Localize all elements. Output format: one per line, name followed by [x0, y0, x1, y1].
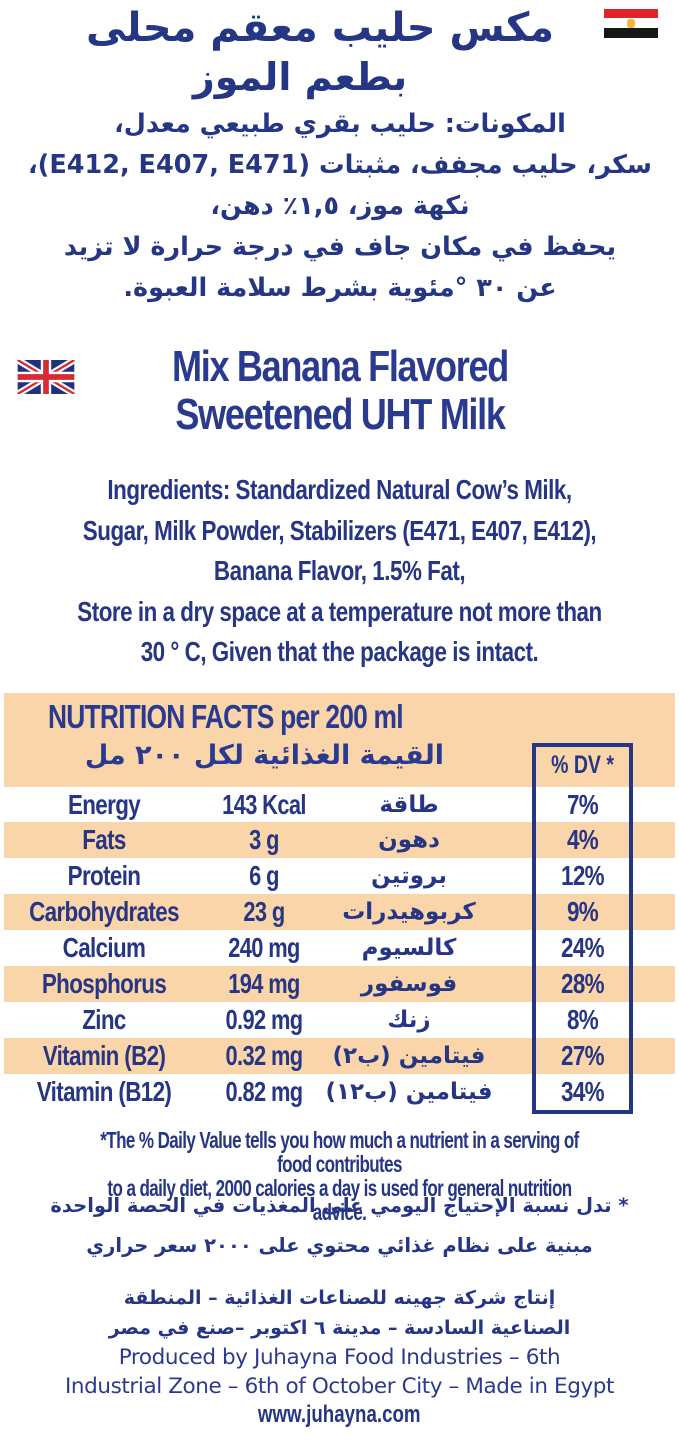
table-row: Protein 6 g بروتين 12%: [4, 858, 675, 894]
uk-flag-icon: [15, 357, 77, 397]
footnote-line: to a daily diet, 2000 calories a day is …: [107, 1175, 572, 1225]
english-ingredients-line: Ingredients: Standardized Natural Cow’s …: [107, 474, 572, 505]
english-storage-line: Store in a dry space at a temperature no…: [77, 595, 602, 627]
table-row: Carbohydrates 23 g كربوهيدرات 9%: [4, 894, 675, 930]
table-row: Vitamin (B2) 0.32 mg فيتامين (ب٢) 27%: [4, 1038, 675, 1074]
nutrient-name: Vitamin (B2): [42, 1040, 166, 1071]
footnote-line-arabic: * تدل نسبة الإحتياج اليومي على المغذيات …: [50, 1194, 629, 1217]
producer-info-arabic: إنتاج شركة جهينه للصناعات الغذائية – الم…: [0, 1283, 679, 1343]
arabic-ingredients-line: سكر، حليب مجفف، مثبتات (E412, E407, E471…: [27, 150, 653, 180]
producer-line-arabic: الصناعية السادسة – مدينة ٦ اكتوبر –صنع ف…: [108, 1317, 571, 1339]
table-row: Vitamin (B12) 0.82 mg فيتامين (ب١٢) 34%: [4, 1074, 675, 1110]
nutrient-name: Carbohydrates: [29, 896, 179, 927]
producer-line-arabic: إنتاج شركة جهينه للصناعات الغذائية – الم…: [123, 1287, 556, 1309]
arabic-ingredients-line: نكهة موز، ١,٥٪ دهن،: [210, 191, 470, 221]
nutrient-amount: 194 mg: [228, 968, 300, 999]
nutrient-name-arabic: زنك: [387, 1007, 431, 1033]
english-ingredients-line: Sugar, Milk Powder, Stabilizers (E471, E…: [82, 514, 597, 546]
nutrient-amount: 0.82 mg: [225, 1076, 304, 1107]
nutrient-amount: 3 g: [249, 824, 279, 855]
table-row: Zinc 0.92 mg زنك 8%: [4, 1002, 675, 1038]
english-ingredients: Ingredients: Standardized Natural Cow’s …: [0, 470, 679, 673]
row-band: [4, 822, 675, 858]
arabic-product-title: مكس حليب معقم محلى: [85, 5, 555, 51]
daily-value-footnote: *The % Daily Value tells you how much a …: [0, 1128, 679, 1224]
table-row: Energy 143 Kcal طاقة 7%: [4, 787, 675, 823]
nutrient-amount: 240 mg: [228, 932, 300, 963]
nutrition-title: NUTRITION FACTS per 200 ml: [48, 698, 404, 735]
table-row: Calcium 240 mg كالسيوم 24%: [4, 930, 675, 966]
dv-column-box: [532, 743, 633, 1114]
egypt-flag-icon: [604, 9, 658, 43]
nutrient-amount: 0.32 mg: [225, 1040, 304, 1071]
arabic-product-subtitle: بطعم الموز: [192, 55, 408, 99]
nutrient-name: Zinc: [82, 1004, 126, 1035]
footnote-line: *The % Daily Value tells you how much a …: [100, 1127, 579, 1177]
nutrient-dv: 28%: [561, 968, 605, 999]
nutrient-amount: 0.92 mg: [225, 1004, 304, 1035]
nutrient-dv: 7%: [566, 789, 599, 820]
dv-column-header: % DV *: [551, 751, 614, 779]
nutrition-header-band: [4, 693, 675, 787]
producer-line: Industrial Zone – 6th of October City – …: [64, 1374, 615, 1399]
nutrient-name-arabic: كربوهيدرات: [342, 899, 476, 925]
english-title-line: Mix Banana Flavored: [172, 342, 509, 391]
nutrient-name: Vitamin (B12): [36, 1076, 172, 1107]
nutrient-amount: 143 Kcal: [222, 789, 306, 820]
producer-info: Produced by Juhayna Food Industries – 6t…: [0, 1343, 679, 1401]
nutrient-dv: 27%: [561, 1040, 605, 1071]
row-band: [4, 1038, 675, 1074]
nutrient-dv: 9%: [566, 896, 599, 927]
nutrient-name-arabic: بروتين: [371, 863, 447, 889]
nutrient-dv: 4%: [566, 824, 599, 855]
producer-line: Produced by Juhayna Food Industries – 6t…: [118, 1345, 561, 1370]
nutrient-name: Protein: [67, 860, 141, 891]
nutrient-amount: 23 g: [243, 896, 285, 927]
website: www.juhayna.com: [0, 1400, 679, 1430]
table-row: Fats 3 g دهون 4%: [4, 822, 675, 858]
english-title-line: Sweetened UHT Milk: [175, 390, 506, 439]
nutrient-dv: 24%: [561, 932, 605, 963]
english-ingredients-line: Banana Flavor, 1.5% Fat,: [213, 555, 466, 586]
arabic-storage-line: يحفظ في مكان جاف في درجة حرارة لا تزيد: [63, 232, 617, 262]
arabic-storage-line: عن ٣٠ °مئوية بشرط سلامة العبوة.: [123, 273, 557, 303]
row-band: [4, 966, 675, 1002]
nutrient-name-arabic: دهون: [378, 827, 440, 853]
nutrient-name-arabic: فيتامين (ب١٢): [325, 1079, 493, 1105]
arabic-ingredients: المكونات: حليب بقري طبيعي معدل، سكر، حلي…: [8, 104, 672, 309]
nutrient-dv: 8%: [566, 1004, 599, 1035]
english-product-title: Mix Banana Flavored Sweetened UHT Milk: [168, 343, 512, 439]
nutrient-name: Fats: [82, 824, 126, 855]
table-row: Phosphorus 194 mg فوسفور 28%: [4, 966, 675, 1002]
nutrition-facts-table: NUTRITION FACTS per 200 ml القيمة الغذائ…: [4, 693, 675, 1123]
nutrient-amount: 6 g: [249, 860, 279, 891]
nutrient-name-arabic: كالسيوم: [361, 935, 457, 961]
nutrient-name: Phosphorus: [41, 968, 167, 999]
nutrient-name-arabic: طاقة: [379, 792, 439, 818]
nutrient-name: Calcium: [62, 932, 146, 963]
footnote-line-arabic: مبنية على نظام غذائي محتوي على ٢٠٠٠ سعر …: [86, 1234, 593, 1257]
nutrient-name-arabic: فوسفور: [360, 971, 458, 997]
nutrition-title-arabic: القيمة الغذائية لكل ٢٠٠ مل: [84, 740, 444, 771]
website-link[interactable]: www.juhayna.com: [258, 1401, 421, 1428]
nutrient-dv: 12%: [561, 860, 605, 891]
nutrient-name-arabic: فيتامين (ب٢): [332, 1043, 486, 1069]
english-storage-line: 30 ° C, Given that the package is intact…: [140, 636, 539, 667]
arabic-ingredients-line: المكونات: حليب بقري طبيعي معدل،: [114, 109, 566, 139]
daily-value-footnote-arabic: * تدل نسبة الإحتياج اليومي على المغذيات …: [10, 1186, 669, 1266]
nutrient-name: Energy: [67, 789, 141, 820]
nutrient-dv: 34%: [561, 1076, 605, 1107]
row-band: [4, 894, 675, 930]
